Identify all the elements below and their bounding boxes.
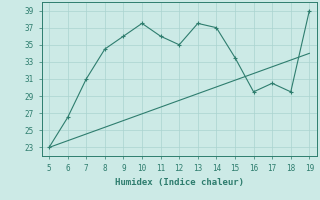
X-axis label: Humidex (Indice chaleur): Humidex (Indice chaleur) [115,178,244,187]
